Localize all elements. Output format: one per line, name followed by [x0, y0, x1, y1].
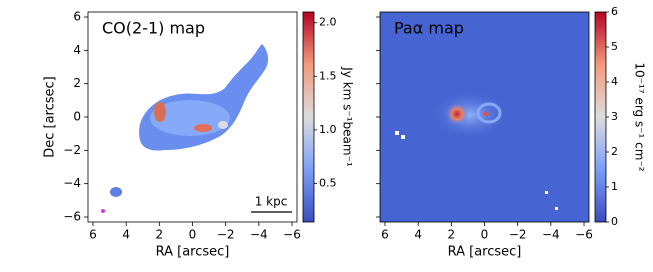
x-tick-label: 6 — [381, 228, 389, 242]
colorbar-tick-label: 1.0 — [319, 123, 337, 136]
x-tick-label: 2 — [156, 228, 164, 242]
x-tick-label: 2 — [448, 228, 456, 242]
colorbar-tick-label: 4 — [611, 75, 618, 88]
x-tick-label: −2 — [217, 228, 235, 242]
x-tick-label: 0 — [189, 228, 197, 242]
x-axis-label: RA [arcsec] — [156, 245, 230, 260]
y-tick-label: 2 — [73, 76, 81, 90]
x-tick-label: −6 — [283, 228, 301, 242]
colorbar-tick-label: 6 — [611, 5, 618, 18]
y-axis-label: Dec [arcsec] — [43, 76, 58, 158]
colorbar-tick-label: 2.0 — [319, 16, 337, 29]
x-tick-label: −2 — [509, 228, 527, 242]
colorbar-tick-label: 0 — [611, 215, 618, 228]
x-tick-label: 0 — [481, 228, 489, 242]
y-tick-label: −2 — [63, 143, 81, 157]
colorbar-label: Jy km s⁻¹beam⁻¹ — [341, 66, 355, 167]
y-tick-label: 4 — [73, 43, 81, 57]
colorbar-label: 10⁻¹⁷ erg s⁻¹ cm⁻² — [633, 62, 647, 171]
y-tick-label: −4 — [63, 176, 81, 190]
y-tick-label: −6 — [63, 210, 81, 224]
co-map-image — [101, 44, 292, 213]
colorbar-tick-label: 0.5 — [319, 176, 337, 189]
x-tick-label: 4 — [414, 228, 422, 242]
pa-map-image — [380, 12, 589, 222]
y-tick-label: 6 — [73, 10, 81, 24]
x-tick-label: −6 — [575, 228, 593, 242]
colorbar-tick-label: 1.5 — [319, 69, 337, 82]
colorbar-tick-label: 2 — [611, 145, 618, 158]
colorbar-tick-label: 5 — [611, 40, 618, 53]
x-tick-label: 6 — [89, 228, 97, 242]
colorbar — [302, 11, 315, 223]
panel-title: Paα map — [394, 19, 464, 38]
x-tick-label: −4 — [542, 228, 560, 242]
scale-bar-label: 1 kpc — [255, 195, 288, 209]
x-axis-label: RA [arcsec] — [448, 245, 522, 260]
panel-title: CO(2-1) map — [102, 19, 205, 38]
y-tick-label: 0 — [73, 110, 81, 124]
x-tick-label: −4 — [250, 228, 268, 242]
colorbar-tick-label: 3 — [611, 110, 618, 123]
colorbar — [594, 11, 607, 223]
x-tick-label: 4 — [122, 228, 130, 242]
colorbar-tick-label: 1 — [611, 180, 618, 193]
